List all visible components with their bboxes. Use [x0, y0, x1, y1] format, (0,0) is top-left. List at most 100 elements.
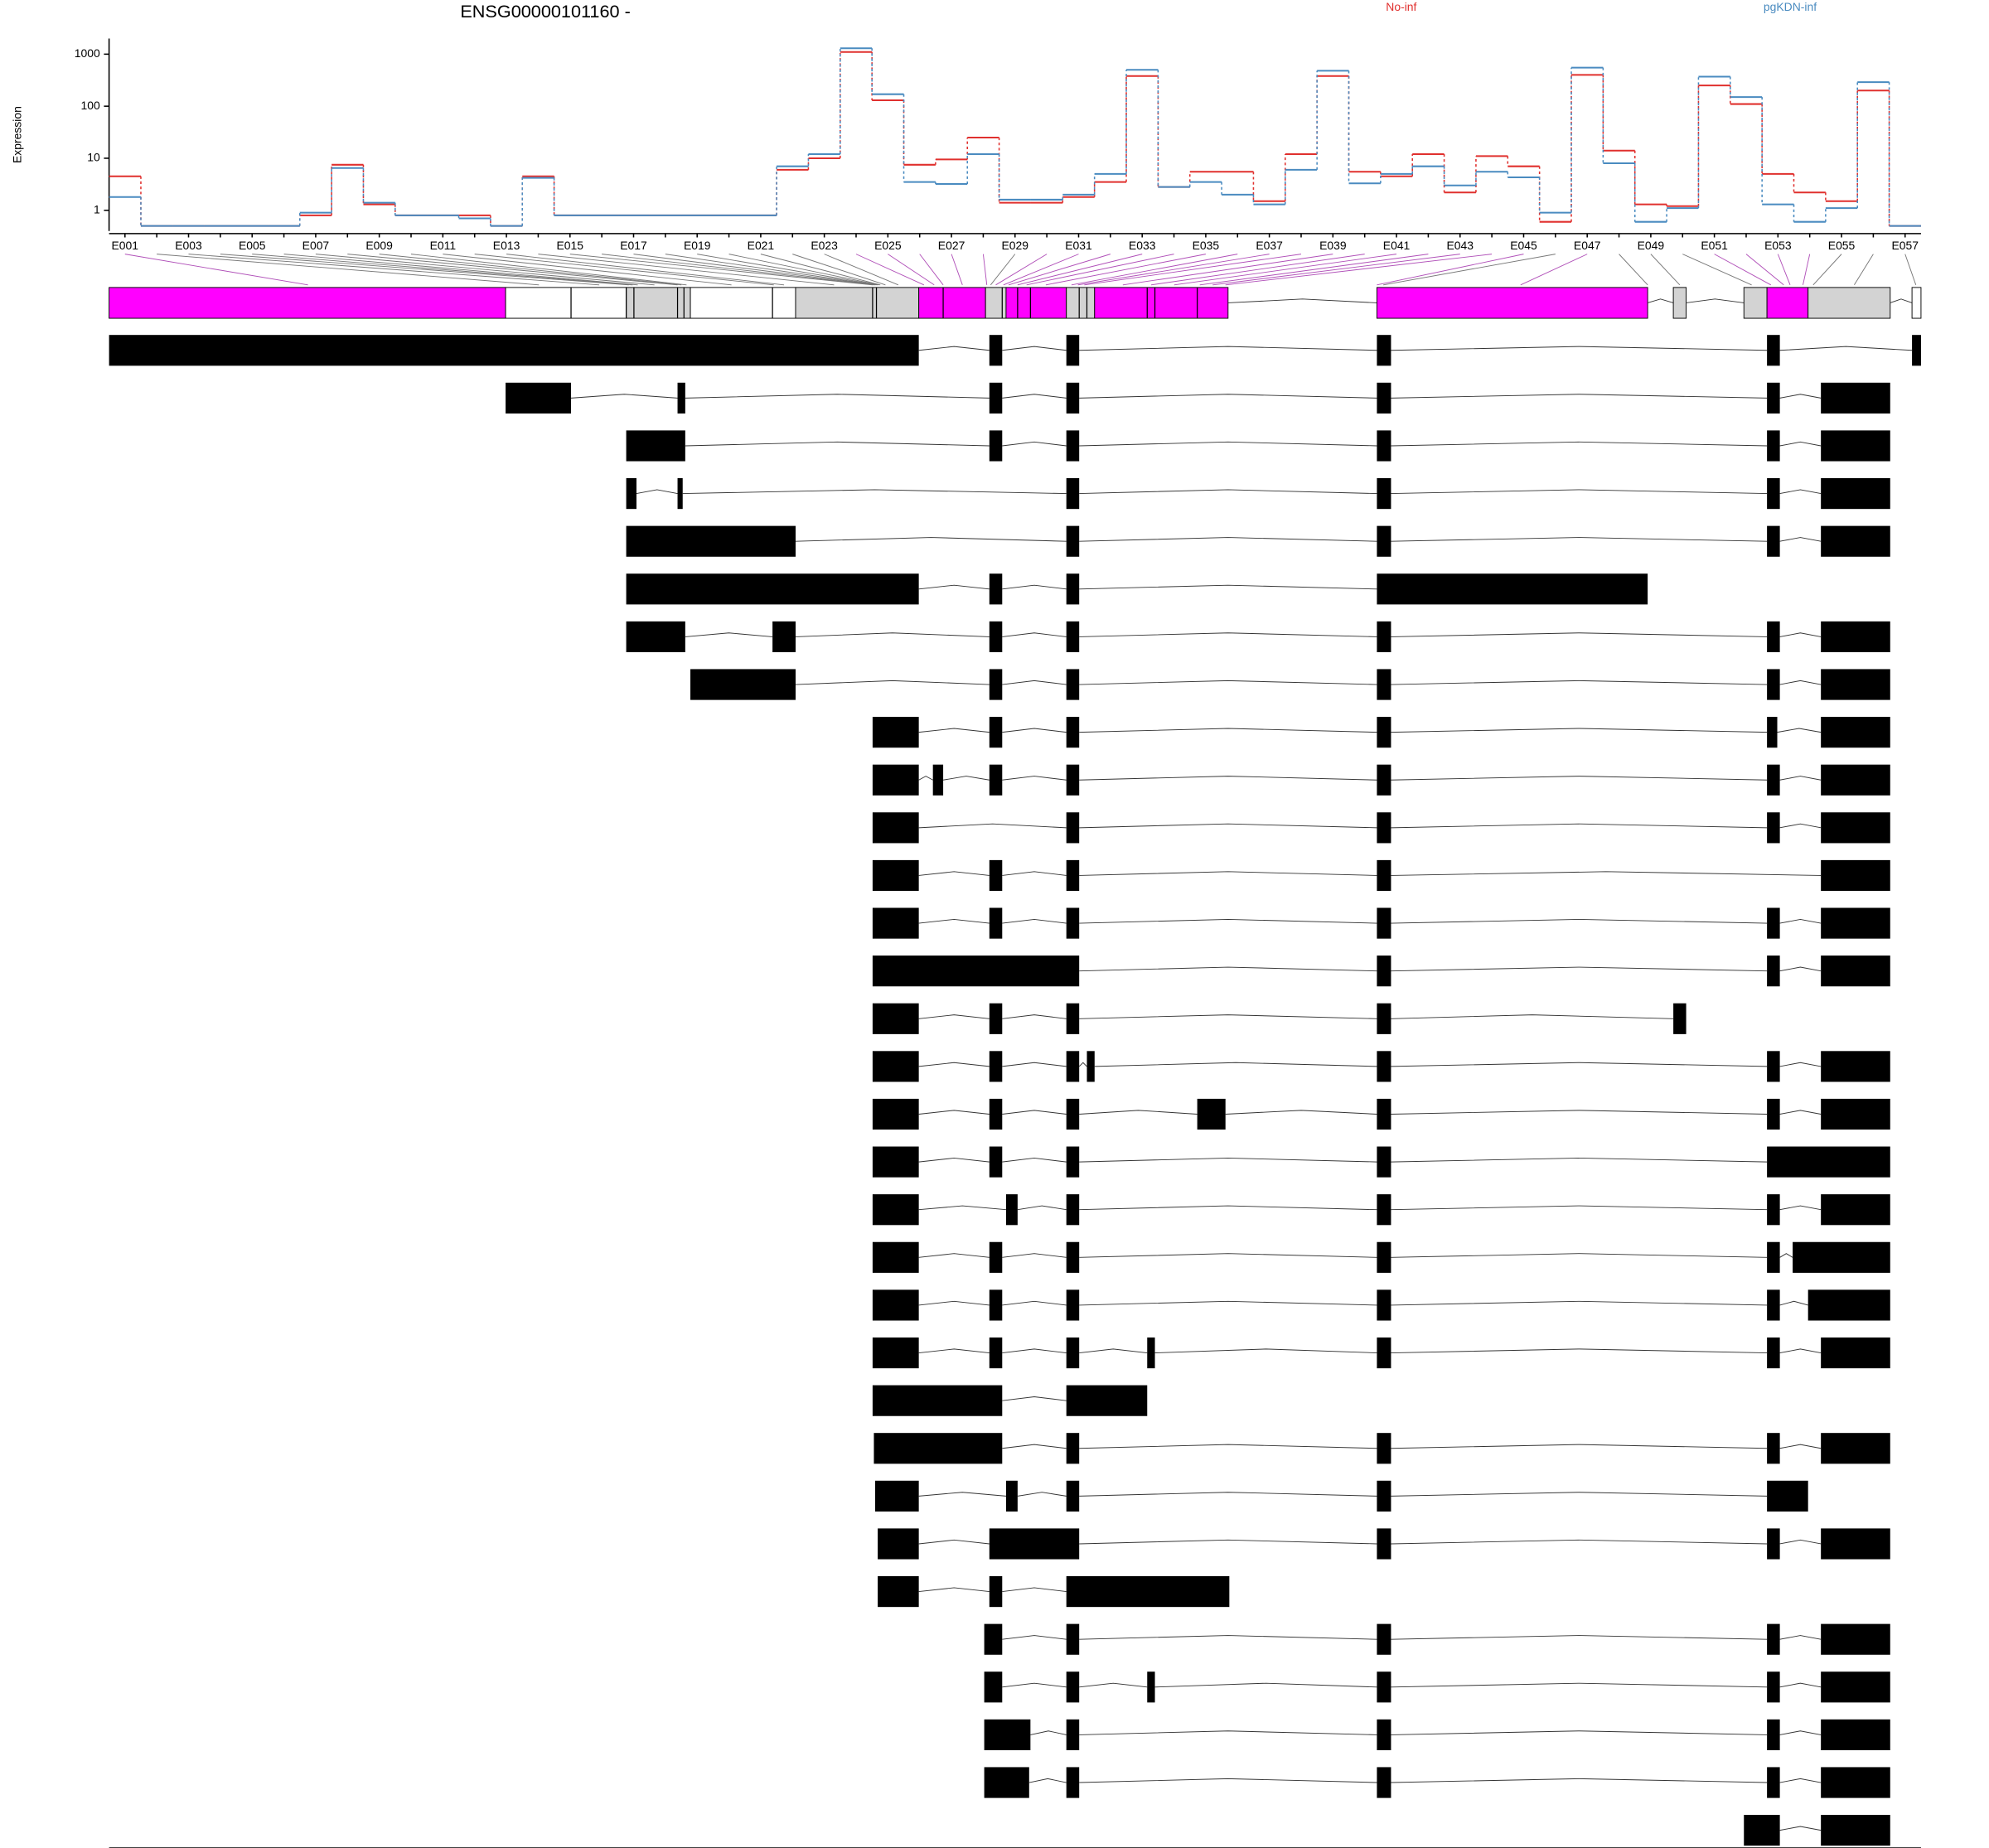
- intron: [1002, 1396, 1067, 1401]
- transcript-exon: [1066, 1385, 1148, 1416]
- exon-connector: [1045, 254, 1207, 286]
- y-tick-label: 1: [94, 202, 100, 215]
- gene-model-exon: [1066, 287, 1096, 319]
- intron: [1225, 1110, 1377, 1115]
- transcript-exon: [1377, 1003, 1391, 1034]
- transcript-exon: [872, 1051, 919, 1082]
- intron: [1391, 1444, 1768, 1449]
- exon-connector: [443, 254, 732, 286]
- gene-model-exon: [690, 287, 796, 319]
- intron: [1647, 298, 1674, 303]
- transcript-exon: [1066, 1719, 1080, 1750]
- intron: [1779, 632, 1822, 637]
- transcript-exon: [872, 1385, 1003, 1416]
- intron: [1779, 1110, 1822, 1115]
- transcript-exon: [989, 1289, 1003, 1321]
- intron: [918, 1492, 1006, 1497]
- transcript-exon: [1066, 1098, 1080, 1130]
- exon-connector: [855, 254, 925, 286]
- transcript-exon: [875, 1480, 919, 1512]
- intron: [1002, 1014, 1067, 1019]
- exon-connector: [728, 254, 879, 286]
- exon-connector: [1803, 254, 1811, 285]
- x-tick-label: E027: [938, 239, 965, 252]
- gene-model-exon: [109, 287, 506, 319]
- intron: [1391, 1253, 1768, 1258]
- transcript-exon: [989, 859, 1003, 892]
- transcript-exon: [1767, 335, 1780, 366]
- intron: [1079, 1205, 1377, 1211]
- x-tick-label: E013: [493, 239, 520, 252]
- intron: [1391, 871, 1822, 876]
- x-tick-label: E053: [1764, 239, 1792, 252]
- intron: [1779, 1062, 1822, 1067]
- transcript-exon: [1377, 382, 1391, 414]
- exon-connector: [1619, 254, 1648, 286]
- transcript-exon: [989, 335, 1003, 366]
- intron: [918, 346, 990, 351]
- x-tick-label: E055: [1828, 239, 1856, 252]
- genomic-tick-label: 59008238: [1895, 1846, 1947, 1848]
- y-tick-label: 100: [81, 99, 100, 112]
- transcript-exon: [1377, 1241, 1391, 1273]
- transcript-exon: [1767, 1337, 1780, 1369]
- exon-connector: [1383, 254, 1556, 286]
- transcript-exon: [1066, 430, 1080, 462]
- exon-connector: [538, 254, 835, 286]
- transcript-exon: [1086, 1051, 1095, 1082]
- transcript-exon: [1066, 1146, 1080, 1178]
- genomic-tick-label: 59005732: [1694, 1846, 1745, 1848]
- gene-model-exon: [1808, 287, 1891, 319]
- x-tick-label: E007: [302, 239, 330, 252]
- x-tick-label: E003: [175, 239, 202, 252]
- genomic-tick-label: 58993203: [687, 1846, 738, 1848]
- intron: [1779, 823, 1822, 829]
- transcript-exon: [989, 573, 1003, 605]
- transcript-exon: [1767, 430, 1780, 462]
- transcript-exon: [1066, 1480, 1080, 1512]
- transcript-exon: [989, 717, 1003, 748]
- intron: [1002, 346, 1067, 351]
- transcript-exon: [772, 621, 796, 653]
- transcript-exon: [1821, 1098, 1890, 1130]
- transcript-exon: [1377, 1433, 1391, 1464]
- x-tick-label: E029: [1002, 239, 1029, 252]
- transcript-exon: [989, 1241, 1003, 1273]
- intron: [1002, 776, 1067, 781]
- x-tick-label: E019: [684, 239, 711, 252]
- intron: [1391, 918, 1768, 924]
- transcript-exon: [1377, 621, 1391, 653]
- transcript-exon: [1793, 1241, 1890, 1273]
- transcript-exon: [1767, 382, 1780, 414]
- transcript-exon: [1767, 1194, 1780, 1226]
- exon-connector: [1026, 254, 1174, 286]
- gene-model-exon: [1376, 287, 1648, 319]
- transcript-exon: [1767, 1241, 1780, 1273]
- intron: [1391, 1492, 1768, 1497]
- transcript-exon: [1767, 621, 1780, 653]
- legend-label: pgKDN-inf: [1764, 0, 1817, 13]
- transcript-exon: [1377, 1194, 1391, 1226]
- transcript-exon: [1767, 1480, 1808, 1512]
- transcript-exon: [1066, 1003, 1080, 1034]
- transcript-exon: [1066, 1433, 1080, 1464]
- transcript-exon: [1767, 1146, 1890, 1178]
- y-tick-label: 10: [87, 151, 100, 164]
- transcript-exon: [1821, 1767, 1890, 1798]
- intron: [1079, 1444, 1377, 1449]
- intron: [1079, 632, 1377, 637]
- intron: [1779, 394, 1822, 399]
- gene-model-exon: [1743, 287, 1768, 319]
- transcript-exon: [1066, 335, 1080, 366]
- intron: [1391, 1730, 1768, 1735]
- intron: [1079, 680, 1377, 685]
- intron: [1779, 1300, 1808, 1306]
- exon-connector: [1212, 254, 1460, 286]
- y-tick-label: 1000: [75, 46, 100, 60]
- transcript-exon: [1066, 1241, 1080, 1273]
- intron: [1078, 1062, 1087, 1067]
- intron: [1079, 823, 1377, 829]
- transcript-exon: [1377, 764, 1391, 796]
- transcript-exon: [878, 1576, 919, 1608]
- x-tick-label: E037: [1256, 239, 1283, 252]
